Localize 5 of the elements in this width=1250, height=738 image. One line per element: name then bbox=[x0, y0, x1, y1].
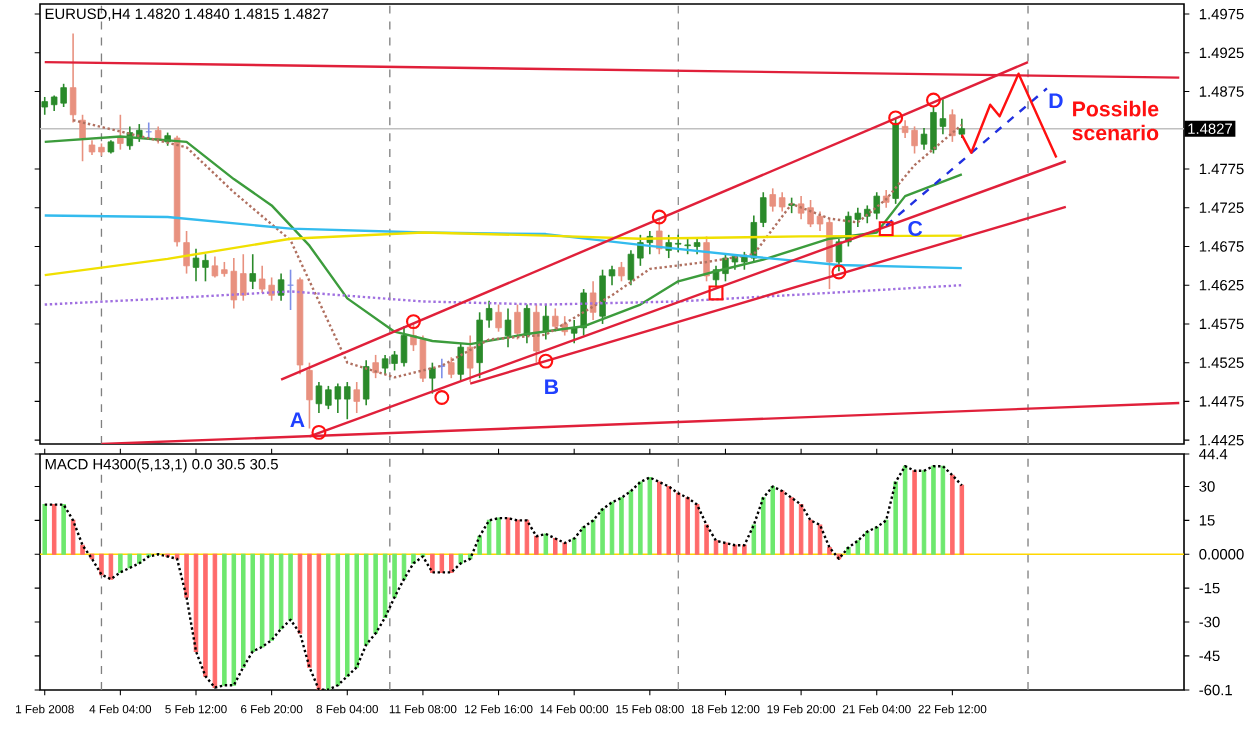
annotation: B bbox=[545, 379, 559, 395]
annotation: A bbox=[290, 412, 305, 428]
annotation: C bbox=[908, 220, 923, 236]
annotation: D bbox=[1049, 93, 1063, 109]
annotation: Possible scenario bbox=[1072, 100, 1159, 141]
